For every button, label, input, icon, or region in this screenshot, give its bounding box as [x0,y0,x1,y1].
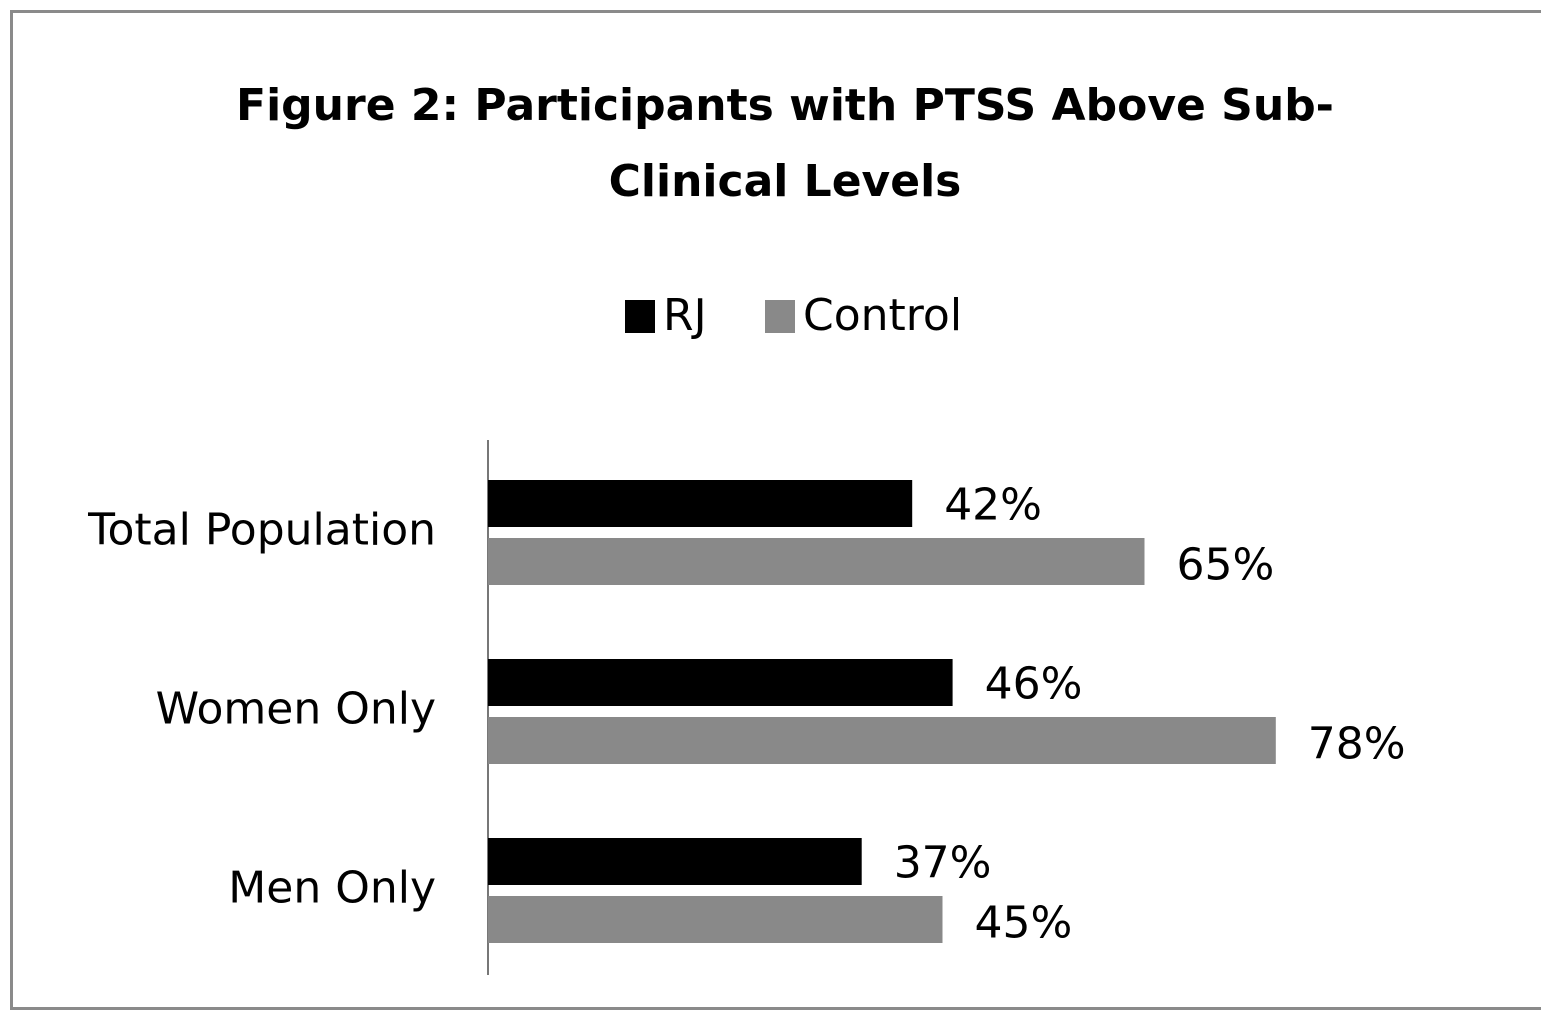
legend-swatch [765,300,795,333]
legend-label: Control [803,290,962,341]
legend-swatch [625,300,655,333]
legend-label: RJ [663,290,707,341]
y-tick-label: Total Population [87,505,436,556]
value-label: 46% [985,659,1083,710]
bar [488,538,1145,585]
value-label: 45% [975,898,1073,949]
value-label: 65% [1177,540,1275,591]
bar [488,480,913,527]
bar [488,896,943,943]
bar [488,659,953,706]
value-label: 78% [1308,719,1406,770]
value-label: 42% [944,480,1042,531]
value-label: 37% [894,838,992,889]
bar [488,838,862,885]
y-tick-label: Men Only [228,863,436,914]
bar [488,717,1276,764]
chart-title: Figure 2: Participants with PTSS Above S… [236,80,1334,207]
y-tick-label: Women Only [156,684,436,735]
